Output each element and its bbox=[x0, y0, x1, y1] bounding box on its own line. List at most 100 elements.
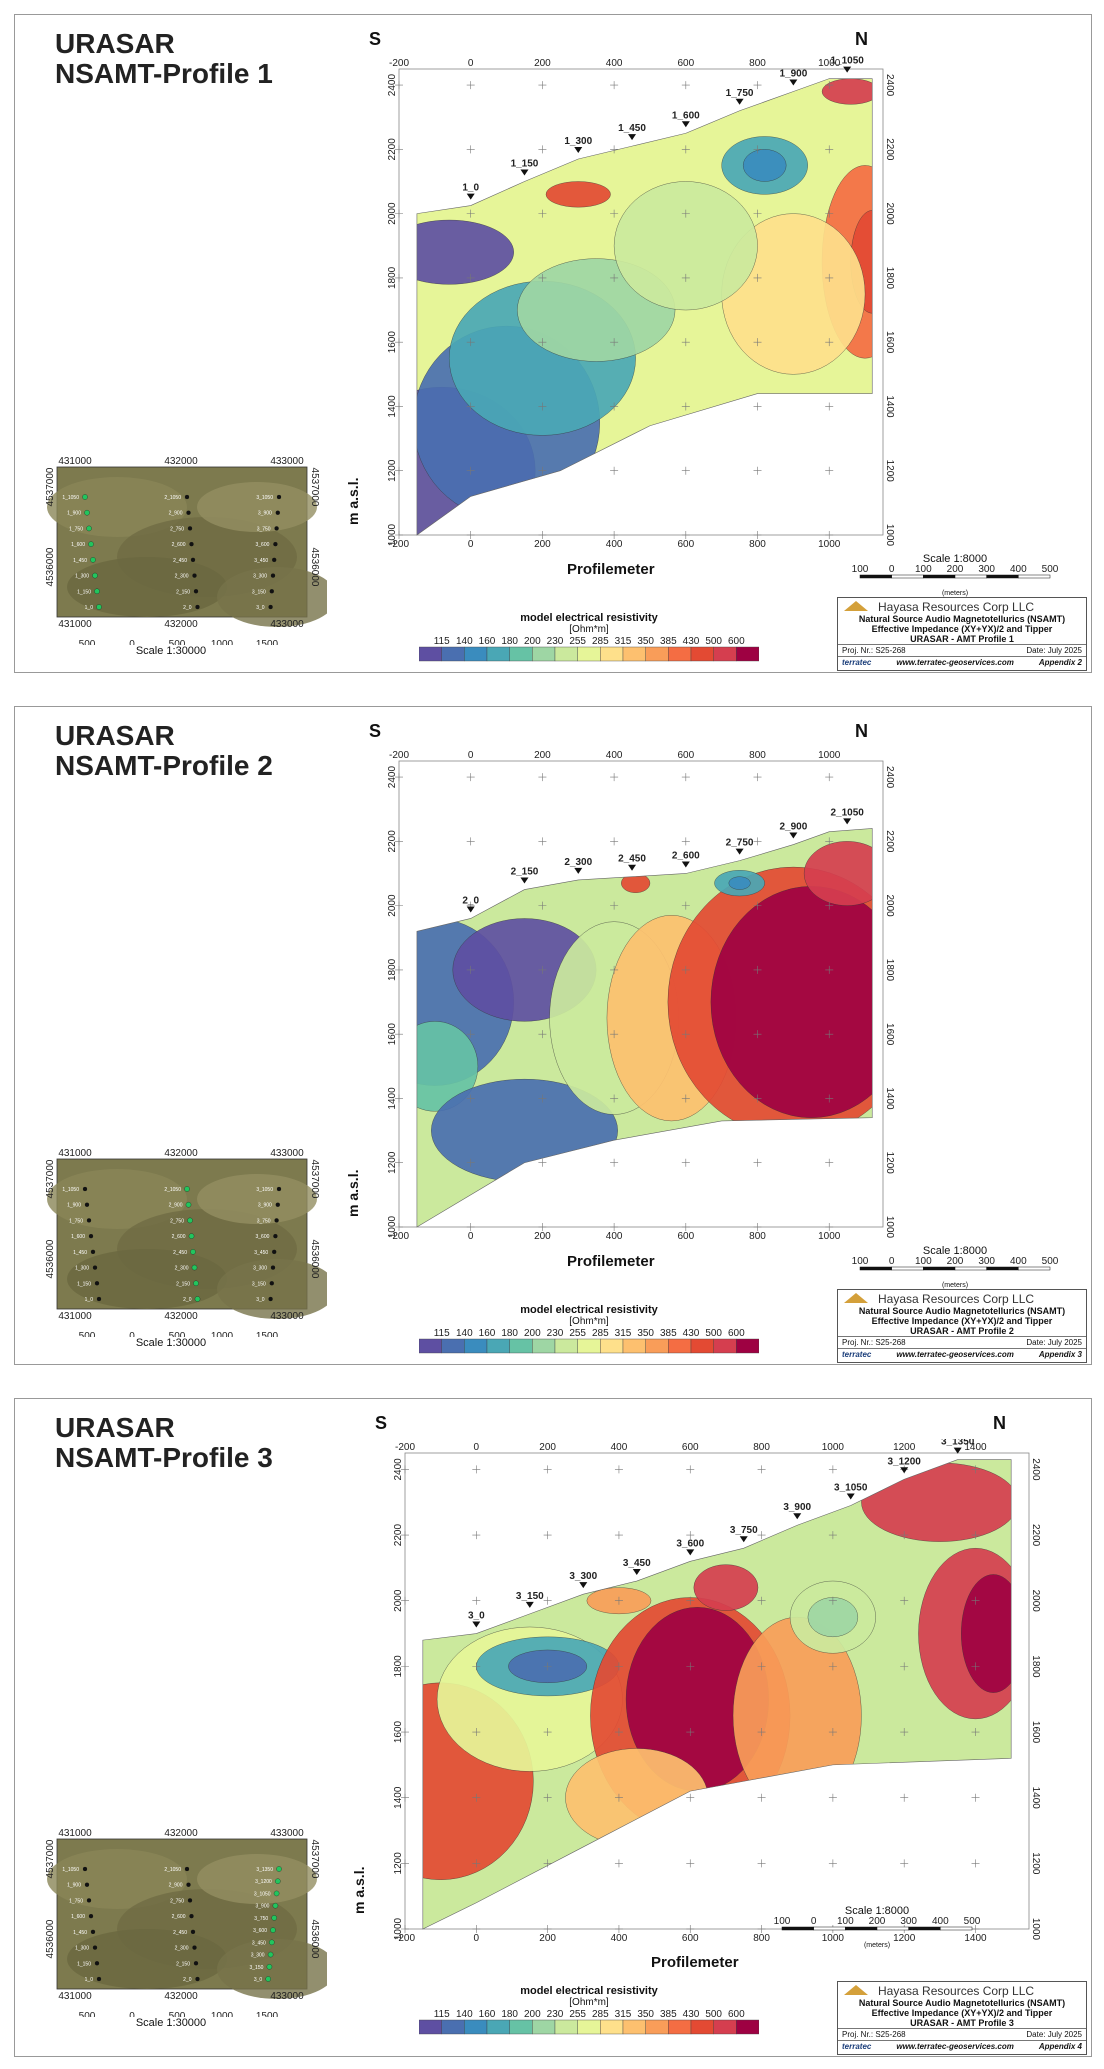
map-station-marker bbox=[96, 604, 102, 610]
station-label: 3_900 bbox=[783, 1502, 811, 1513]
grid-cross bbox=[614, 1859, 623, 1868]
scale-segment bbox=[908, 1926, 941, 1931]
direction-south: S bbox=[369, 721, 382, 741]
resistivity-zone bbox=[416, 1021, 479, 1112]
grid-cross bbox=[900, 1793, 909, 1802]
grid-cross bbox=[538, 531, 547, 539]
scale-segment bbox=[986, 574, 1019, 579]
legend-swatch bbox=[532, 646, 556, 662]
scale-segment bbox=[813, 1926, 846, 1931]
legend-swatch bbox=[418, 646, 442, 662]
map-station-label: 1_600 bbox=[71, 542, 85, 548]
resistivity-zone bbox=[961, 1574, 1012, 1693]
map-station-marker bbox=[195, 1976, 200, 1982]
legend-unit: [Ohm*m] bbox=[569, 1316, 609, 1327]
scale-segment bbox=[876, 1926, 909, 1931]
y-tick-label-right: 2200 bbox=[884, 830, 895, 853]
map-station-label: 3_600 bbox=[253, 1928, 267, 1934]
grid-cross bbox=[681, 837, 690, 846]
map-station-label: 3_450 bbox=[252, 1940, 266, 1946]
station-marker-icon bbox=[520, 877, 529, 884]
legend-tick-label: 315 bbox=[615, 636, 632, 647]
map-station-marker bbox=[265, 1976, 271, 1982]
resistivity-zone bbox=[728, 876, 751, 890]
grid-cross bbox=[753, 145, 762, 154]
map-x-label-top: 433000 bbox=[270, 1828, 304, 1839]
sheet-name: URASAR - AMT Profile 1 bbox=[910, 634, 1014, 644]
grid-cross bbox=[466, 209, 475, 218]
map-station-marker bbox=[185, 1201, 192, 1208]
x-axis-label: Profilemeter bbox=[567, 561, 655, 578]
station-label: 2_600 bbox=[672, 850, 700, 861]
x-tick-label-bottom: -200 bbox=[389, 539, 409, 550]
scale-segment bbox=[1018, 1266, 1051, 1271]
map-station-label: 1_1050 bbox=[62, 495, 79, 501]
grid-cross bbox=[395, 965, 403, 974]
y-tick-label-right: 1000 bbox=[884, 524, 895, 547]
grid-cross bbox=[681, 209, 690, 218]
grid-cross bbox=[753, 338, 762, 347]
station-label: 2_300 bbox=[564, 857, 592, 868]
map-scale-tick: 0 bbox=[129, 2011, 135, 2017]
resistivity-zone bbox=[416, 219, 514, 285]
legend-tick-label: 115 bbox=[434, 636, 450, 647]
grid-cross bbox=[681, 145, 690, 154]
grid-cross bbox=[466, 837, 475, 846]
map-station-label: 3_1050 bbox=[254, 1891, 271, 1897]
map-terrain bbox=[217, 1939, 337, 1999]
model-outline bbox=[416, 78, 873, 536]
y-tick-label-right: 1400 bbox=[884, 395, 895, 418]
website: www.terratec-geoservices.com bbox=[896, 1350, 1014, 1359]
grid-cross bbox=[466, 466, 475, 475]
legend-swatch bbox=[690, 646, 714, 662]
y-tick-label-right: 1400 bbox=[1030, 1787, 1041, 1810]
map-station-marker bbox=[191, 1264, 198, 1271]
grid-cross bbox=[538, 209, 547, 218]
map-station-label: 3_150 bbox=[252, 1281, 266, 1287]
grid-cross bbox=[828, 1531, 837, 1540]
map-station-label: 2_150 bbox=[176, 1961, 190, 1967]
grid-cross bbox=[543, 1531, 552, 1540]
y-tick-label-left: 2200 bbox=[393, 1524, 404, 1547]
grid-cross bbox=[753, 901, 762, 910]
scale-tick-label: 100 bbox=[852, 565, 869, 575]
map-station-marker bbox=[90, 1249, 96, 1255]
map-station-label: 1_900 bbox=[67, 1883, 81, 1889]
grid-cross bbox=[610, 773, 619, 782]
y-tick-label-right: 2400 bbox=[884, 74, 895, 97]
map-station-label: 3_750 bbox=[257, 526, 271, 532]
map-station-marker bbox=[273, 541, 278, 547]
station-label: 1_300 bbox=[564, 136, 592, 147]
map-station-marker bbox=[187, 1217, 193, 1224]
company-logo-icon bbox=[844, 1985, 868, 1995]
y-tick-label-left: 2000 bbox=[387, 202, 398, 225]
legend-tick-label: 600 bbox=[728, 1328, 745, 1339]
grid-cross bbox=[971, 1465, 980, 1474]
grid-cross bbox=[610, 273, 619, 282]
grid-cross bbox=[614, 1596, 623, 1605]
map-x-label-bottom: 432000 bbox=[164, 1311, 198, 1322]
map-station-label: 1_300 bbox=[75, 574, 89, 580]
company-name: Hayasa Resources Corp LLC bbox=[878, 1984, 1035, 1998]
map-scale-tick: 0 bbox=[129, 639, 135, 645]
station-marker-icon bbox=[466, 906, 475, 913]
map-station-marker bbox=[272, 1902, 279, 1909]
map-station-label: 3_750 bbox=[254, 1916, 268, 1922]
legend-tick-label: 430 bbox=[683, 636, 700, 647]
grid-cross bbox=[401, 1662, 409, 1671]
map-station-label: 2_1050 bbox=[164, 1187, 181, 1193]
map-x-label-top: 432000 bbox=[164, 456, 198, 467]
y-tick-label-right: 2000 bbox=[884, 202, 895, 225]
y-tick-label-right: 2200 bbox=[884, 138, 895, 161]
x-tick-label-bottom: 400 bbox=[606, 539, 623, 550]
y-tick-label-right: 1600 bbox=[884, 331, 895, 354]
map-y-label-left: 4536000 bbox=[45, 547, 56, 586]
grid-cross bbox=[971, 1859, 980, 1868]
map-station-label: 1_1050 bbox=[62, 1187, 79, 1193]
grid-cross bbox=[538, 773, 547, 782]
grid-cross bbox=[538, 466, 547, 475]
profile-panel-1: URASAR NSAMT-Profile 1 S N -200 -200 0 0 200… bbox=[14, 14, 1092, 673]
title-line-2: NSAMT-Profile 3 bbox=[55, 1442, 273, 1473]
map-scale-text: Scale 1:30000 bbox=[135, 1337, 207, 1349]
station-label: 2_150 bbox=[511, 867, 539, 878]
